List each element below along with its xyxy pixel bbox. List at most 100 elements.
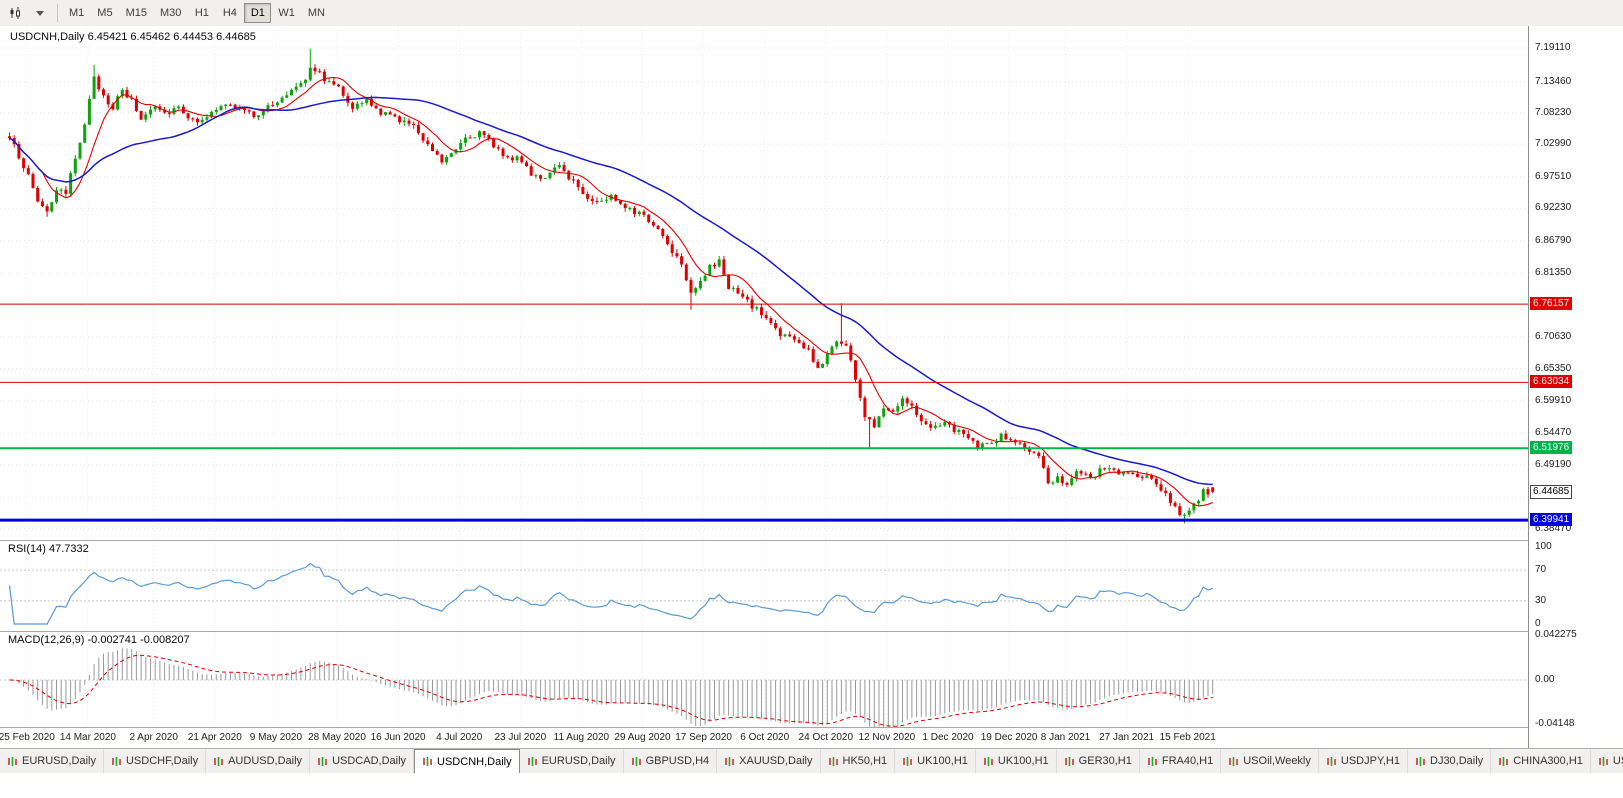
- hline-price-badge: 6.63034: [1530, 375, 1573, 389]
- price-axis-label: 6.38470: [1535, 522, 1572, 534]
- chart-tab-ger30-h1[interactable]: GER30,H1: [1057, 749, 1140, 773]
- time-axis-label: 4 Jul 2020: [436, 732, 483, 743]
- timeframe-button-h4[interactable]: H4: [216, 3, 243, 23]
- candle-cursor-tool-button[interactable]: [4, 2, 28, 24]
- chart-plot-area[interactable]: [0, 26, 1528, 728]
- hline-price-badge: 6.39941: [1530, 513, 1573, 527]
- rsi-axis-label: 0: [1535, 618, 1541, 629]
- price-axis-label: 7.08230: [1535, 106, 1572, 118]
- hline-price-badge: 6.51976: [1530, 441, 1573, 455]
- chart-tab-usoil-weekly[interactable]: USOil,Weekly: [1221, 749, 1319, 773]
- chart-tab-usdcad-daily[interactable]: USDCAD,Daily: [310, 749, 415, 773]
- macd-axis-label: -0.04148: [1535, 717, 1575, 729]
- tab-chart-icon: [1599, 756, 1608, 766]
- chart-tab-usdcnh-daily[interactable]: USDCNH,Daily: [414, 749, 520, 773]
- symbol-ohlc-info: USDCNH,Daily 6.45421 6.45462 6.44453 6.4…: [10, 31, 256, 43]
- price-axis-label: 7.02990: [1535, 138, 1572, 150]
- tab-chart-icon: [8, 756, 17, 766]
- tab-chart-icon: [1327, 756, 1336, 766]
- ma-fast-line: [9, 77, 1213, 507]
- rsi-axis-label: 100: [1535, 541, 1552, 552]
- time-axis-label: 29 Aug 2020: [614, 732, 671, 743]
- current-price-badge: 6.44685: [1530, 484, 1573, 499]
- time-axis-label: 16 Jun 2020: [370, 732, 426, 743]
- tab-label: EURUSD,Daily: [22, 755, 96, 767]
- tab-label: USDCAD,Daily: [332, 755, 407, 767]
- chart-tab-usdcnh-h1[interactable]: USDCNH,H1: [1591, 749, 1623, 773]
- tab-chart-icon: [1416, 756, 1425, 766]
- chart-tab-audusd-daily[interactable]: AUDUSD,Daily: [206, 749, 311, 773]
- rsi-line: [8, 562, 1213, 625]
- tab-chart-icon: [1499, 756, 1508, 766]
- price-axis: 7.19110 7.13460 7.08230 7.02990 6.97510 6.922…: [1528, 26, 1623, 748]
- rsi-axis-label: 70: [1535, 564, 1547, 576]
- timeframe-button-m15[interactable]: M15: [120, 3, 153, 23]
- tab-chart-icon: [112, 756, 121, 766]
- tab-label: XAUUSD,Daily: [739, 755, 813, 767]
- tab-chart-icon: [631, 756, 641, 766]
- macd-name: MACD(12,26,9): [8, 634, 85, 646]
- chart-canvas[interactable]: [0, 26, 1528, 728]
- tab-chart-icon: [984, 756, 993, 766]
- timeframe-button-m5[interactable]: M5: [91, 3, 118, 23]
- tab-chart-icon: [318, 756, 327, 766]
- timeframe-button-w1[interactable]: W1: [272, 3, 301, 23]
- macd-axis-label: 0.042275: [1535, 629, 1577, 641]
- chart-tab-uk100-h1[interactable]: UK100,H1: [895, 749, 976, 773]
- time-axis-label: 8 Jan 2021: [1040, 732, 1091, 743]
- tab-label: USDCHF,Daily: [125, 755, 199, 767]
- time-axis-divider: [0, 727, 1623, 728]
- timeframe-button-m30[interactable]: M30: [154, 3, 187, 23]
- price-axis-label: 6.49190: [1535, 458, 1572, 470]
- time-axis-label: 9 May 2020: [249, 732, 303, 743]
- time-axis: 25 Feb 2020 14 Mar 2020 2 Apr 2020 21 Apr 2…: [0, 728, 1528, 748]
- chart-tabs-bar: EURUSD,Daily USDCHF,Daily AUDUSD,Daily USDC…: [0, 748, 1623, 773]
- chart-tab-usdjpy-h1[interactable]: USDJPY,H1: [1319, 749, 1408, 773]
- time-axis-label: 6 Oct 2020: [740, 732, 790, 743]
- tab-chart-icon: [423, 757, 432, 766]
- tab-label: GBPUSD,H4: [645, 755, 710, 767]
- chart-tab-gbpusd-h4[interactable]: GBPUSD,H4: [624, 749, 718, 773]
- chart-tab-usdchf-daily[interactable]: USDCHF,Daily: [104, 749, 207, 773]
- time-axis-label: 11 Aug 2020: [553, 732, 610, 743]
- chart-tab-china300-h1[interactable]: CHINA300,H1: [1491, 749, 1591, 773]
- chart-tab-dj30-daily[interactable]: DJ30,Daily: [1408, 749, 1492, 773]
- tab-label: UK100,H1: [917, 755, 968, 767]
- macd-signal-line: [9, 654, 1213, 727]
- price-axis-label: 6.59910: [1535, 395, 1572, 406]
- price-axis-label: 6.81350: [1535, 267, 1572, 279]
- panel-divider[interactable]: [0, 631, 1623, 632]
- macd-values: -0.002741 -0.008207: [87, 634, 190, 646]
- time-axis-label: 17 Sep 2020: [675, 732, 732, 743]
- macd-indicator-label: MACD(12,26,9) -0.002741 -0.008207: [8, 634, 190, 646]
- time-axis-label: 24 Oct 2020: [798, 732, 854, 743]
- chart-tab-xauusd-daily[interactable]: XAUUSD,Daily: [717, 749, 821, 773]
- chart-tab-fra40-h1[interactable]: FRA40,H1: [1140, 749, 1222, 773]
- price-axis-label: 6.54470: [1535, 427, 1572, 439]
- hline-price-badge: 6.76157: [1530, 297, 1573, 311]
- chart-window: USDCNH,Daily 6.45421 6.45462 6.44453 6.4…: [0, 26, 1623, 748]
- tab-label: DJ30,Daily: [1430, 755, 1484, 767]
- time-axis-label: 2 Apr 2020: [129, 732, 178, 743]
- timeframe-button-h1[interactable]: H1: [188, 3, 215, 23]
- timeframe-button-mn[interactable]: MN: [302, 3, 331, 23]
- timeframe-button-d1[interactable]: D1: [244, 3, 272, 23]
- chart-tab-uk100-h1[interactable]: UK100,H1: [976, 749, 1057, 773]
- panel-divider[interactable]: [0, 540, 1623, 541]
- ma-slow-line: [9, 96, 1213, 486]
- chevron-down-icon: [36, 10, 44, 16]
- toolbar-dropdown-button[interactable]: [28, 2, 52, 24]
- price-axis-label: 7.13460: [1535, 75, 1572, 87]
- time-axis-label: 27 Jan 2021: [1099, 732, 1155, 743]
- timeframe-button-m1[interactable]: M1: [63, 3, 90, 23]
- price-axis-label: 6.86790: [1535, 234, 1572, 246]
- chart-tab-hk50-h1[interactable]: HK50,H1: [821, 749, 896, 773]
- tab-label: UK100,H1: [997, 755, 1049, 767]
- chart-tab-eurusd-daily[interactable]: EURUSD,Daily: [520, 749, 624, 773]
- price-axis-label: 6.70630: [1535, 331, 1572, 343]
- time-axis-label: 19 Dec 2020: [980, 732, 1038, 743]
- price-axis-label: 6.97510: [1535, 170, 1572, 182]
- rsi-indicator-label: RSI(14) 47.7332: [8, 543, 89, 555]
- tab-chart-icon: [1148, 756, 1157, 766]
- chart-tab-eurusd-daily[interactable]: EURUSD,Daily: [0, 749, 104, 773]
